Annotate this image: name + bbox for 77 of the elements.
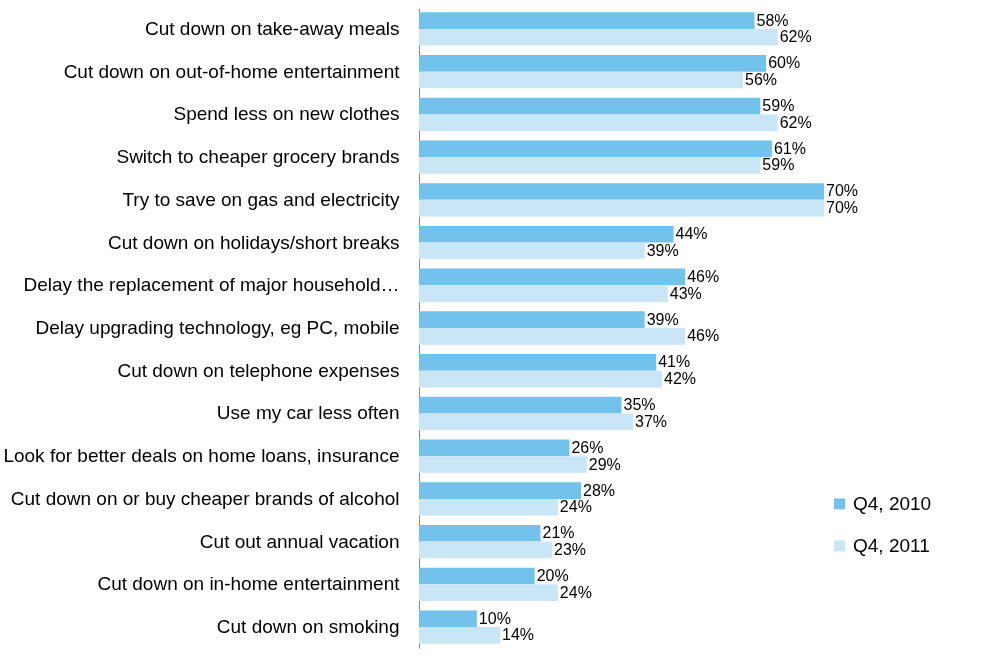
data-label: 26%	[571, 438, 604, 456]
bar	[419, 328, 686, 345]
bar	[419, 370, 662, 388]
data-label: 39%	[646, 241, 679, 259]
data-label: 59%	[762, 97, 795, 115]
bar	[419, 610, 477, 628]
data-label: 24%	[559, 583, 592, 601]
y-tick-label: Cut down on out-of-home entertainment	[63, 60, 401, 82]
y-tick-label: Use my car less often	[216, 402, 400, 424]
data-label: 62%	[779, 113, 812, 131]
bar	[419, 55, 767, 72]
data-label: 59%	[762, 156, 795, 174]
y-tick-label: Cut down on or buy cheaper brands of alcohol	[10, 487, 400, 509]
bar	[419, 627, 500, 644]
bar	[419, 482, 581, 499]
y-tick-label: Cut down on smoking	[216, 616, 400, 638]
data-label: 60%	[768, 54, 801, 72]
y-tick-label: Cut down on take-away meals	[144, 17, 400, 39]
bar	[419, 157, 761, 174]
y-tick-label: Switch to cheaper grocery brands	[116, 146, 400, 168]
y-tick-label: Cut down on telephone expenses	[117, 359, 400, 381]
bar	[419, 413, 634, 431]
bar	[419, 183, 824, 200]
bar	[419, 439, 570, 457]
data-label: 62%	[779, 28, 812, 46]
data-label: 24%	[559, 498, 592, 516]
bar	[419, 242, 645, 260]
bar	[419, 28, 778, 46]
bar	[419, 541, 553, 559]
data-label: 70%	[826, 199, 859, 217]
bar	[419, 567, 535, 585]
bar	[419, 311, 645, 328]
y-tick-label: Look for better deals on home loans, insurance	[3, 445, 400, 467]
data-label: 44%	[675, 225, 708, 243]
bar	[419, 456, 587, 473]
data-label: 61%	[773, 139, 806, 157]
bar	[419, 140, 772, 158]
bar	[419, 524, 541, 542]
bar	[419, 12, 755, 29]
data-label: 21%	[542, 524, 575, 542]
data-label: 43%	[669, 284, 702, 302]
y-tick-label: Cut down on holidays/short breaks	[108, 231, 400, 253]
bar	[419, 97, 761, 115]
y-tick-label: Cut down on in-home entertainment	[97, 573, 401, 595]
y-tick-label: Spend less on new clothes	[173, 103, 400, 125]
legend-label: Q4, 2011	[853, 534, 930, 556]
bar	[419, 396, 622, 414]
data-label: 29%	[588, 455, 621, 473]
bar	[419, 354, 657, 371]
data-label: 10%	[478, 609, 511, 627]
data-label: 46%	[687, 267, 720, 285]
data-label: 46%	[687, 327, 720, 345]
data-label: 58%	[756, 11, 789, 29]
y-tick-label: Cut out annual vacation	[199, 530, 400, 552]
data-label: 23%	[554, 540, 587, 558]
data-label: 14%	[502, 626, 535, 644]
data-label: 42%	[664, 370, 697, 388]
data-label: 70%	[826, 182, 859, 200]
data-label: 56%	[745, 70, 778, 88]
y-tick-label: Delay the replacement of major household…	[23, 274, 400, 296]
y-tick-label: Try to save on gas and electricity	[122, 188, 400, 210]
bar	[419, 285, 668, 302]
data-label: 41%	[658, 353, 691, 371]
bar	[419, 71, 743, 89]
bar	[419, 498, 558, 516]
legend-label: Q4, 2010	[853, 492, 932, 514]
bar	[419, 199, 824, 217]
bar	[419, 225, 674, 243]
bar	[419, 268, 686, 286]
y-tick-label: Delay upgrading technology, eg PC, mobile	[35, 317, 400, 338]
data-label: 35%	[623, 396, 656, 414]
data-label: 20%	[536, 567, 569, 585]
bar	[419, 584, 558, 601]
data-label: 37%	[635, 412, 668, 430]
data-label: 39%	[646, 310, 679, 328]
data-label: 28%	[583, 481, 616, 499]
bar	[419, 114, 778, 132]
